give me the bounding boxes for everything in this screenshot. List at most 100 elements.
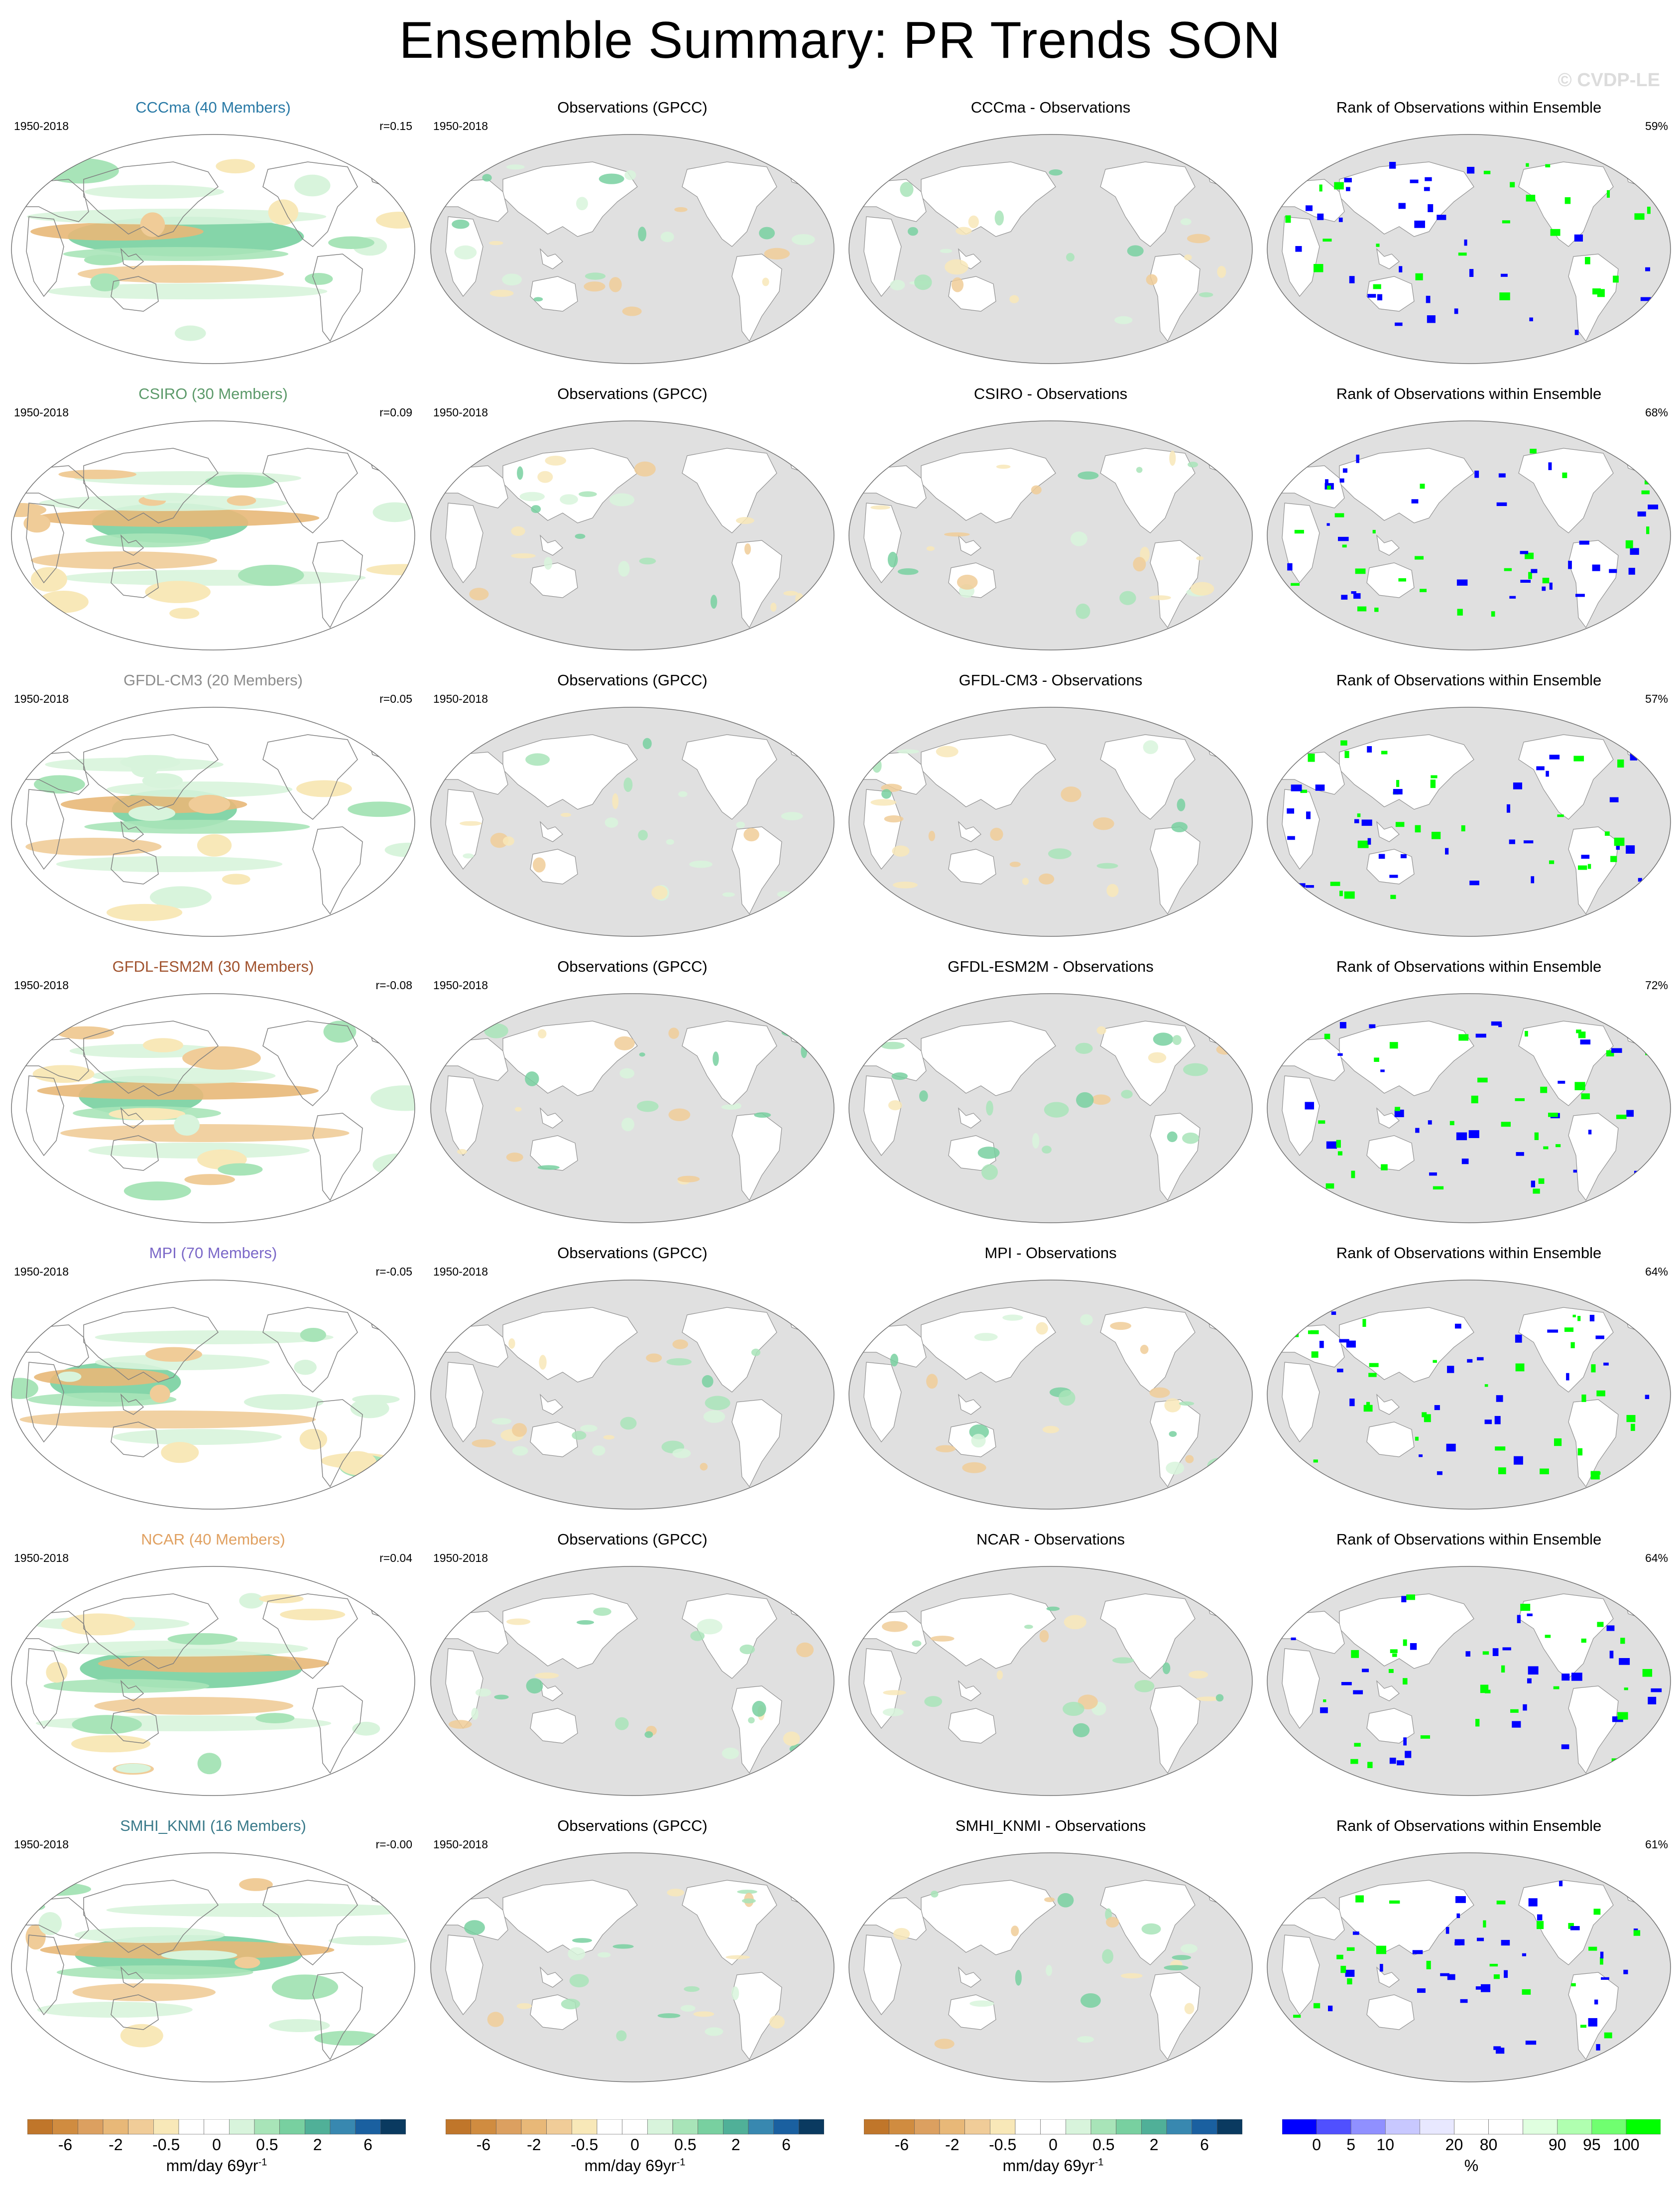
- rank-percent-label: 59%: [1645, 120, 1668, 132]
- trend-patch: [599, 173, 624, 184]
- rank-cell: [1377, 294, 1383, 301]
- trend-patch: [1133, 557, 1146, 572]
- trend-blob: [106, 903, 183, 921]
- rank-panel: Rank of Observations within Ensemble 64%: [1265, 1527, 1673, 1798]
- coastline: [312, 540, 363, 629]
- period-label: 1950-2018: [433, 1265, 488, 1278]
- rank-cell: [1410, 179, 1419, 183]
- rank-cell: [1400, 854, 1407, 859]
- colorbar-units: mm/day 69yr-1: [1002, 2157, 1104, 2175]
- land-fill: [1150, 540, 1200, 629]
- land-fill: [1282, 1075, 1320, 1157]
- trend-band: [50, 1641, 308, 1657]
- trend-patch: [491, 1418, 512, 1425]
- panel-title: MPI - Observations: [984, 1244, 1117, 1262]
- trend-patch: [957, 574, 978, 590]
- rank-panel: Rank of Observations within Ensemble 64%: [1265, 1240, 1673, 1512]
- land-fill: [1568, 1972, 1619, 2060]
- colorbar-tick-label: -2: [109, 2136, 122, 2154]
- globe-outline: [848, 134, 1253, 364]
- panel-title: Observations (GPCC): [557, 958, 708, 975]
- rank-cell: [1589, 1314, 1595, 1321]
- colorbar-swatch: [889, 2119, 915, 2135]
- rank-cell: [1367, 1762, 1373, 1768]
- colorbar-swatch: [178, 2119, 204, 2135]
- rank-cell: [1528, 1898, 1538, 1907]
- globe-outline: [430, 1280, 835, 1510]
- trend-patch: [896, 749, 920, 754]
- land-fill: [1518, 1593, 1614, 1679]
- colorbar-swatch: [1591, 2119, 1627, 2135]
- coastline: [13, 1611, 89, 1654]
- trend-band: [88, 1143, 310, 1159]
- trend-patch: [1177, 798, 1186, 811]
- trend-patch: [684, 1986, 700, 1992]
- rank-cell: [1604, 831, 1610, 836]
- colorbar-svg: 0 5 10 20 80 90 95 100: [1282, 2119, 1661, 2154]
- coastline: [13, 1324, 89, 1368]
- land-fill: [1568, 1113, 1619, 1201]
- rank-cell: [1339, 891, 1343, 897]
- colorbar-tick-label: -6: [477, 2136, 490, 2154]
- colorbar-swatch: [672, 2119, 698, 2135]
- rank-cell: [1351, 1650, 1359, 1658]
- trend-patch: [511, 526, 525, 536]
- trend-blob: [30, 567, 67, 592]
- land-fill: [1518, 1880, 1614, 1965]
- trend-patch: [700, 1463, 708, 1471]
- rank-cell: [1594, 1999, 1598, 2005]
- panel-title: Rank of Observations within Ensemble: [1336, 671, 1602, 689]
- trend-blob: [222, 874, 250, 885]
- rank-cell: [1326, 523, 1330, 526]
- trend-blob: [372, 502, 415, 522]
- trend-patch: [506, 164, 525, 170]
- trend-blob: [120, 2024, 163, 2048]
- rank-cell: [1327, 485, 1331, 490]
- trend-blob: [323, 1021, 357, 1043]
- trend-blob: [197, 1753, 222, 1775]
- rank-cell: [1415, 556, 1424, 560]
- colorbar-tick-label: 0: [1049, 2136, 1058, 2154]
- period-label: 1950-2018: [14, 1838, 69, 1851]
- rank-cell: [1291, 583, 1300, 586]
- rank-cell: [1476, 1937, 1484, 1941]
- rank-percent-label: 72%: [1645, 979, 1668, 992]
- rank-cell: [1520, 1604, 1531, 1611]
- rank-cell: [1372, 529, 1376, 533]
- rank-cell: [1300, 789, 1308, 793]
- diff-map: [848, 420, 1253, 650]
- trend-band: [56, 856, 283, 872]
- rank-cell: [1624, 1687, 1628, 1690]
- colorbar-swatch: [914, 2119, 940, 2135]
- trend-band: [56, 1965, 253, 1979]
- rank-cell: [1290, 184, 1296, 190]
- rank-cell: [1502, 1647, 1511, 1651]
- rank-cell: [1600, 1957, 1603, 1965]
- coastline: [262, 161, 358, 247]
- rank-cell: [1613, 275, 1619, 283]
- rank-cell: [1480, 1984, 1491, 1992]
- trend-patch: [1169, 1431, 1177, 1437]
- colorbar-tick-label: 0: [212, 2136, 221, 2154]
- rank-cell: [1355, 568, 1366, 574]
- period-label: 1950-2018: [433, 1551, 488, 1564]
- panel-title: MPI (70 Members): [149, 1244, 277, 1262]
- rank-cell: [1401, 1596, 1407, 1602]
- colorbar-swatch: [1066, 2119, 1091, 2135]
- rank-cell: [1434, 1405, 1440, 1411]
- rank-cell: [1389, 875, 1398, 878]
- rank-cell: [1291, 1637, 1296, 1641]
- rank-cell: [1449, 1121, 1454, 1126]
- trend-patch: [893, 882, 918, 889]
- rank-cell: [1510, 182, 1515, 188]
- rank-cell: [1578, 865, 1587, 870]
- period-label: 1950-2018: [14, 120, 69, 132]
- trend-blob: [84, 255, 124, 265]
- rank-cell: [1576, 1030, 1581, 1033]
- trend-patch: [912, 1640, 922, 1647]
- trend-patch: [882, 1708, 904, 1716]
- trend-patch: [1070, 531, 1087, 546]
- rank-cell: [1319, 1341, 1324, 1348]
- colorbar-tick-label: 0: [630, 2136, 639, 2154]
- coastline: [83, 161, 219, 237]
